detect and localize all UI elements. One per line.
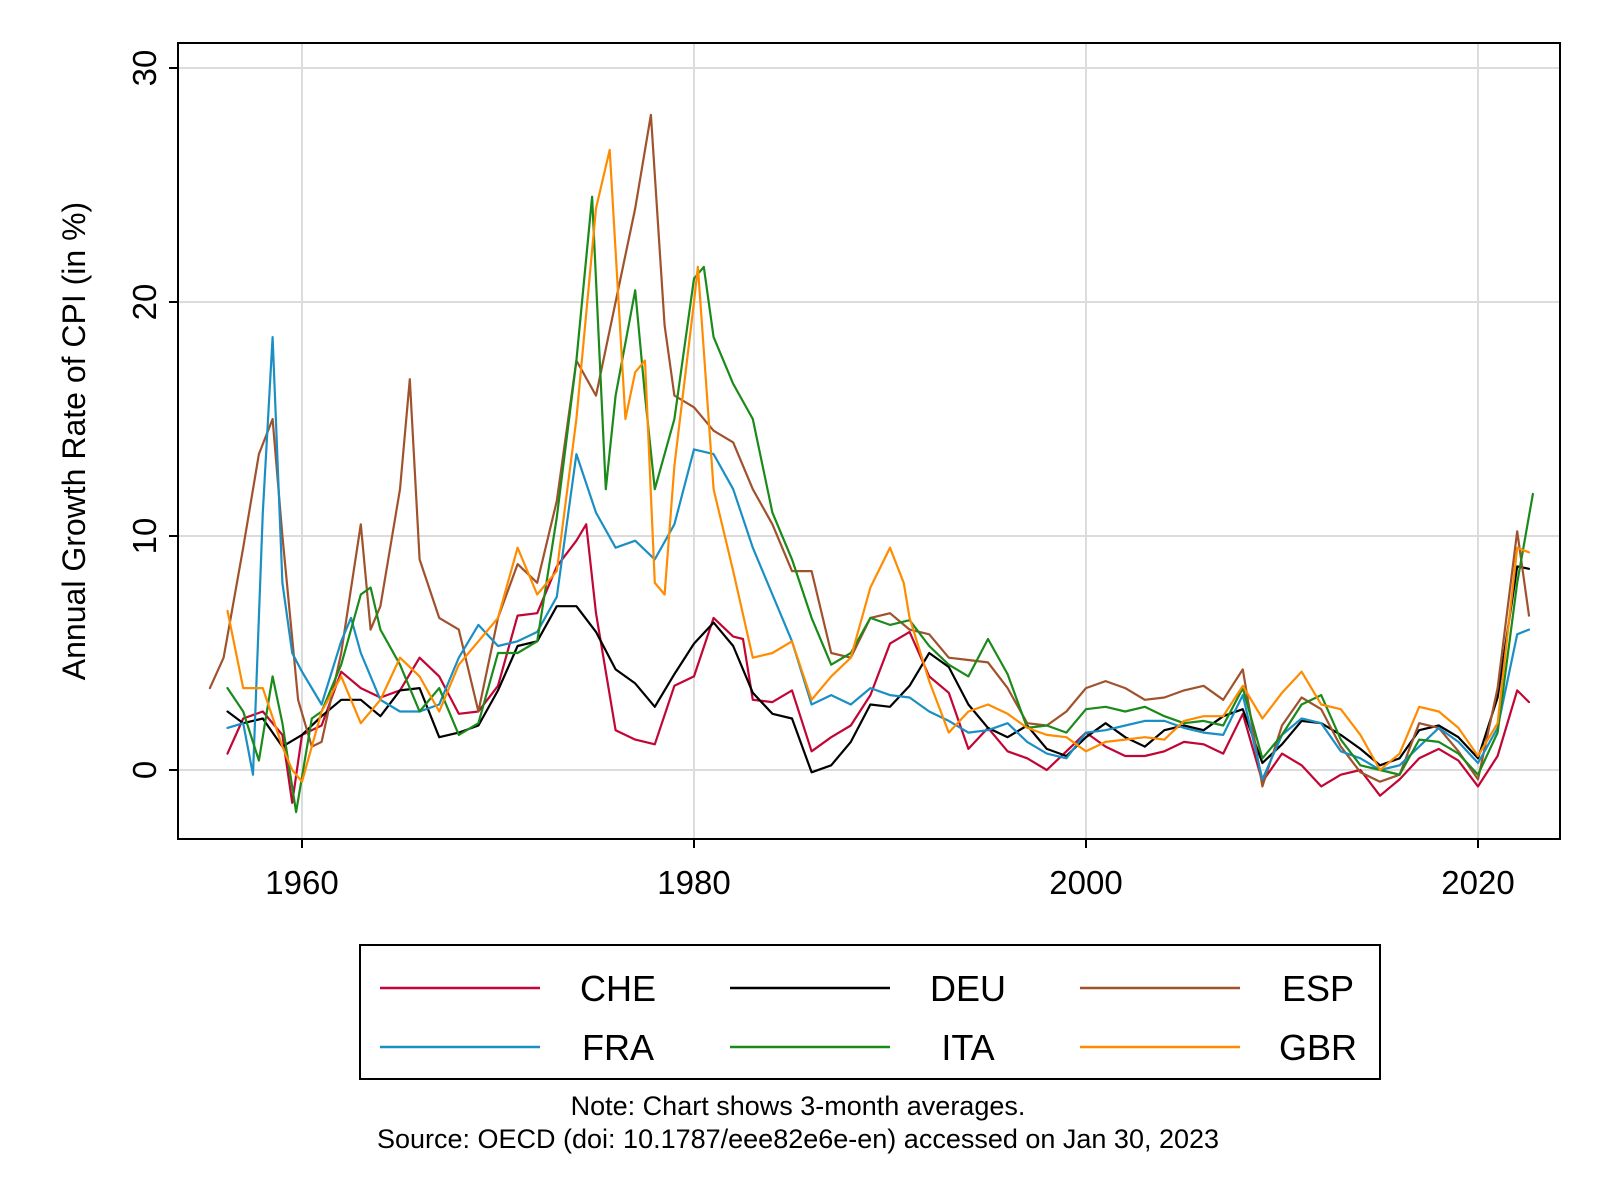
series-line-fra (226, 336, 1531, 781)
chart-note: Note: Chart shows 3-month averages. (571, 1091, 1026, 1121)
y-axis-title: Annual Growth Rate of CPI (in %) (56, 202, 92, 680)
series-line-esp (208, 113, 1531, 788)
axis-ticks: 1960 1980 2000 2020 0 10 20 30 (126, 50, 1515, 901)
legend-box (359, 944, 1381, 1080)
series-line-gbr (226, 148, 1531, 783)
y-tick-label: 30 (126, 50, 163, 87)
legend-label-deu: DEU (930, 968, 1006, 1009)
x-tick-label: 2000 (1049, 864, 1122, 901)
x-tick-label: 2020 (1441, 864, 1514, 901)
grid-lines (179, 44, 1559, 838)
series-line-che (226, 523, 1531, 804)
series-lines (208, 113, 1535, 814)
plot-frame (177, 42, 1561, 840)
chart-source: Source: OECD (doi: 10.1787/eee82e6e-en) … (377, 1124, 1219, 1154)
x-tick-label: 1980 (657, 864, 730, 901)
series-line-ita (226, 195, 1535, 814)
legend-label-gbr: GBR (1279, 1027, 1357, 1068)
legend-label-esp: ESP (1282, 968, 1354, 1009)
legend-label-ita: ITA (941, 1027, 994, 1068)
y-tick-label: 10 (126, 518, 163, 555)
x-tick-label: 1960 (265, 864, 338, 901)
legend-label-fra: FRA (582, 1027, 654, 1068)
y-tick-label: 0 (126, 761, 163, 779)
legend: CHE DEU ESP FRA ITA GBR (359, 944, 1381, 1080)
y-tick-label: 20 (126, 284, 163, 321)
legend-label-che: CHE (580, 968, 656, 1009)
